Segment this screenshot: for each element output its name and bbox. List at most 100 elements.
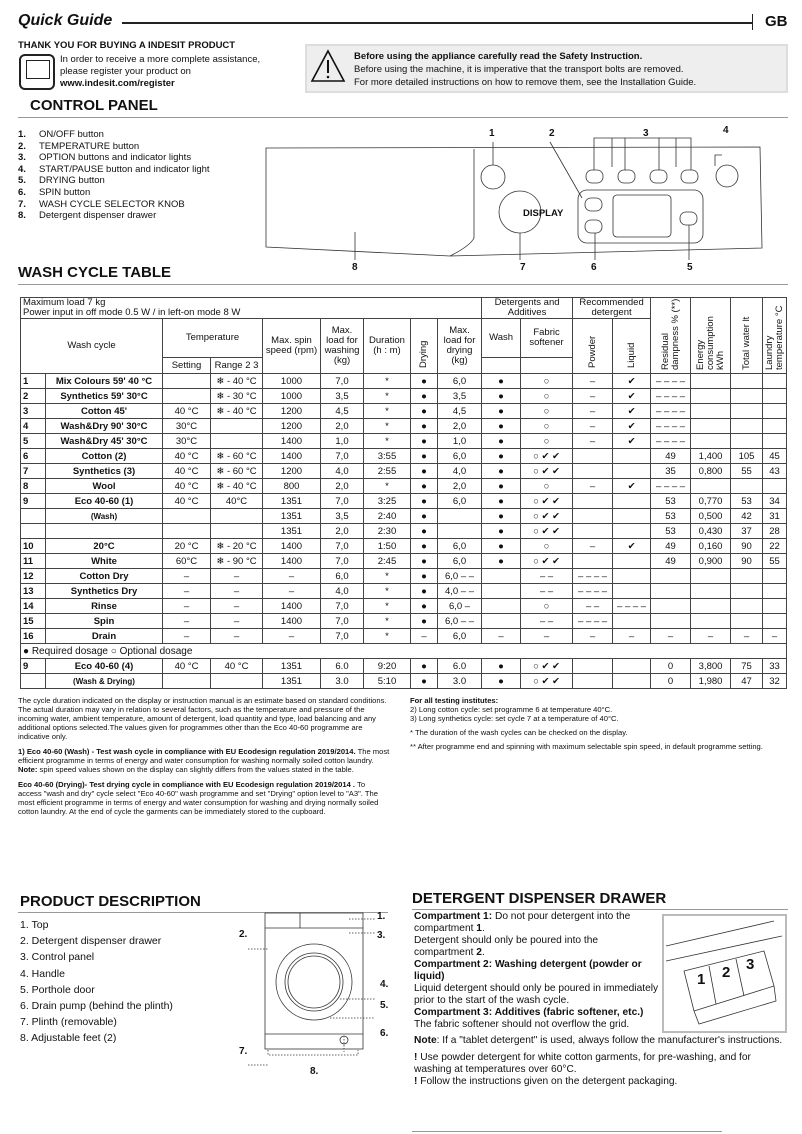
cell-wash: ● [481,433,522,449]
cell-residual [650,568,692,584]
cell-water [730,418,764,434]
cell-dry-load: 4,0 – – [436,583,483,599]
cell-powder [572,553,614,569]
header-laundry-temp: Laundry temperature °C [764,305,786,370]
cell-wash [481,598,522,614]
table-row: 5 Wash&Dry 45' 30°C 30°C 1400 1,0 * ● 1,0 ● ○ – ✔ – … [20,433,788,449]
list-item: 3. OPTION buttons and indicator lights [18,152,192,164]
cell-softener: ○ [520,433,574,449]
cell-temperature: 40 °C [162,403,211,419]
display-label: DISPLAY [523,208,564,219]
cell-wash: ● [481,448,522,464]
cell-water: – [730,628,764,644]
cell-max-load: 2,0 [320,523,364,539]
cell-spin-speed: 1400 [262,613,321,629]
cell-residual: – – – – [650,388,692,404]
exclamation-icon: ! [414,1052,418,1063]
cell-dry-load: 6,0 – [436,598,483,614]
cell-energy: 0,430 [690,523,732,539]
cell-spin-speed: 1200 [262,463,321,479]
cell-range: ❄ - 40 °C [210,478,263,494]
cell-powder: – [572,388,614,404]
drawer-notes: Note: If a "tablet detergent" is used, a… [414,1035,783,1087]
cell-liquid [612,568,652,584]
cell-liquid: ✔ [612,403,652,419]
warning-icon [310,49,346,82]
exclamation-icon: ! [414,1076,418,1087]
cell-laundry-temp [762,583,788,599]
cell-temperature [162,508,211,524]
cell-temperature: 40 °C [162,448,211,464]
cell-laundry-temp [762,568,788,584]
cell-duration: 2:40 [363,508,411,524]
cell-energy: 0,500 [690,508,732,524]
cell-temperature: – [162,568,211,584]
list-item: 2. TEMPERATURE button [18,140,140,152]
header-temperature: Temperature [162,318,263,358]
cell-duration: * [363,373,411,389]
register-link[interactable]: www.indesit.com/register [60,78,175,89]
safety-text: Before using the appliance carefully rea… [354,51,697,88]
cell-wash [481,613,522,629]
header-residual: Residual dampness % (**) [659,298,681,370]
cell-no: 9 [20,493,46,509]
cell-temperature: 40 °C [162,463,211,479]
table-row: 12 Cotton Dry – – –6,0 * ● 6,0 – – – – – – – – [20,568,788,584]
cell-max-load: 7,0 [320,553,364,569]
cell-duration: 3:55 [363,448,411,464]
cell-drying: ● [410,463,438,479]
cell-energy [690,418,732,434]
cell-laundry-temp [762,403,788,419]
cell-temperature: 20 °C [162,538,211,554]
cell-energy [690,583,732,599]
cell-powder [572,658,614,674]
cell-powder [572,493,614,509]
cell-wash-cycle: Eco 40-60 (4) [45,658,163,674]
cell-water [730,433,764,449]
cell-duration: * [363,583,411,599]
cell-max-load: 7,0 [320,613,364,629]
cell-temperature: 60°C [162,553,211,569]
cell-temperature: 40 °C [162,658,211,674]
cell-wash-cycle: Cotton (2) [45,448,163,464]
cell-powder: – [572,478,614,494]
cell-energy [690,478,732,494]
drawer-instructions: Compartment 1: Do not pour detergent int… [414,911,659,1030]
list-item: 4. START/PAUSE button and indicator light [18,163,210,175]
product-description-title: PRODUCT DESCRIPTION [20,893,201,910]
cell-range [210,508,263,524]
cell-wash: ● [481,373,522,389]
cell-laundry-temp: 43 [762,463,788,479]
cell-max-load: 7,0 [320,373,364,389]
cell-max-load: 2,0 [320,418,364,434]
cell-softener: ○ ✔ ✔ [520,658,574,674]
control-panel-title: CONTROL PANEL [30,97,158,114]
max-load: Maximum load 7 kg [23,297,106,308]
header-powder: Powder [586,335,598,368]
cell-wash: ● [481,418,522,434]
cell-water: 53 [730,493,764,509]
language-code: GB [765,13,788,30]
header-wash-cycle: Wash cycle [20,318,163,374]
cell-duration: 5:10 [363,673,411,689]
cell-drying: ● [410,388,438,404]
cell-wash: ● [481,538,522,554]
cell-spin-speed: 1400 [262,433,321,449]
cell-dry-load: 6,0 – – [436,613,483,629]
table-row: 4 Wash&Dry 90' 30°C 30°C 1200 2,0 * ● 2,0 ● ○ – ✔ – … [20,418,788,434]
cell-no: 11 [20,553,46,569]
cell-dry-load: 3,5 [436,388,483,404]
cell-no [20,673,46,689]
table-row: 13 Synthetics Dry – – –4,0 * ● 4,0 – – – – – – – … [20,583,788,599]
cell-temperature [162,673,211,689]
cell-spin-speed: 1400 [262,553,321,569]
cell-duration: 9:20 [363,658,411,674]
cell-powder: – [572,628,614,644]
cell-energy: 0,770 [690,493,732,509]
table-row: (Wash & Drying) 1351 3.0 5:10 ● 3.0 ● ○ ✔ ✔ 0 1,9… [20,673,788,689]
cell-energy [690,598,732,614]
safety-box [305,44,788,93]
cell-range: – [210,613,263,629]
cell-drying: ● [410,433,438,449]
cell-duration: * [363,403,411,419]
